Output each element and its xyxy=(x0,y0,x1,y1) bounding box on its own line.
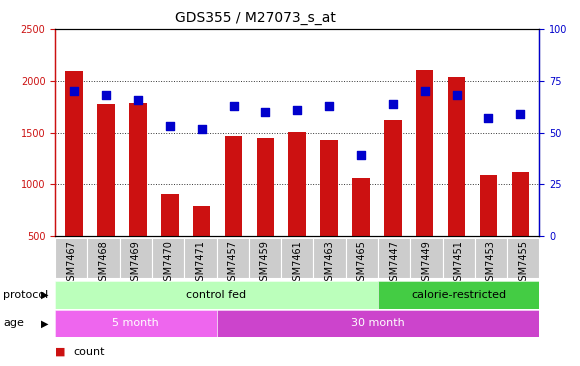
Text: ■: ■ xyxy=(55,347,66,357)
Text: GSM7468: GSM7468 xyxy=(99,240,108,287)
Text: count: count xyxy=(74,347,105,357)
Text: GSM7457: GSM7457 xyxy=(228,240,238,287)
Bar xyxy=(512,172,529,288)
Text: 5 month: 5 month xyxy=(113,318,159,328)
Bar xyxy=(97,104,115,288)
Text: GSM7453: GSM7453 xyxy=(486,240,496,287)
Text: age: age xyxy=(3,318,24,328)
Point xyxy=(229,103,238,109)
Text: GSM7451: GSM7451 xyxy=(454,240,463,287)
Point xyxy=(452,93,461,98)
Text: GSM7455: GSM7455 xyxy=(519,240,528,287)
Point xyxy=(356,153,365,158)
Point xyxy=(324,103,334,109)
Text: GSM7469: GSM7469 xyxy=(131,240,141,287)
Text: GSM7447: GSM7447 xyxy=(389,240,399,287)
Text: control fed: control fed xyxy=(187,290,246,300)
Bar xyxy=(66,71,83,288)
Bar xyxy=(480,175,497,288)
Point xyxy=(420,89,429,94)
Point xyxy=(292,107,302,113)
Point xyxy=(484,115,493,121)
Text: protocol: protocol xyxy=(3,290,48,300)
Text: GDS355 / M27073_s_at: GDS355 / M27073_s_at xyxy=(175,11,336,25)
Bar xyxy=(161,194,179,288)
Bar xyxy=(256,138,274,288)
Point xyxy=(165,124,175,130)
Bar xyxy=(129,103,147,288)
Point xyxy=(261,109,270,115)
Text: GSM7459: GSM7459 xyxy=(260,240,270,287)
Point xyxy=(388,101,397,107)
Text: GSM7467: GSM7467 xyxy=(66,240,76,287)
Text: GSM7461: GSM7461 xyxy=(292,240,302,287)
Point xyxy=(70,89,79,94)
Bar xyxy=(193,206,211,288)
Point xyxy=(516,111,525,117)
Text: calorie-restricted: calorie-restricted xyxy=(411,290,506,300)
Point xyxy=(197,126,206,131)
Text: GSM7470: GSM7470 xyxy=(163,240,173,287)
Text: GSM7449: GSM7449 xyxy=(422,240,432,287)
Text: GSM7465: GSM7465 xyxy=(357,240,367,287)
Bar xyxy=(352,178,369,288)
Text: GSM7463: GSM7463 xyxy=(325,240,335,287)
Text: ▶: ▶ xyxy=(41,290,48,300)
Bar xyxy=(288,132,306,288)
Bar xyxy=(448,77,465,288)
Bar xyxy=(225,136,242,288)
Bar xyxy=(384,120,401,288)
Bar xyxy=(416,70,433,288)
Point xyxy=(102,93,111,98)
Text: 30 month: 30 month xyxy=(351,318,405,328)
Text: ▶: ▶ xyxy=(41,318,48,328)
Point xyxy=(133,97,143,102)
Text: GSM7471: GSM7471 xyxy=(195,240,205,287)
Bar xyxy=(320,140,338,288)
